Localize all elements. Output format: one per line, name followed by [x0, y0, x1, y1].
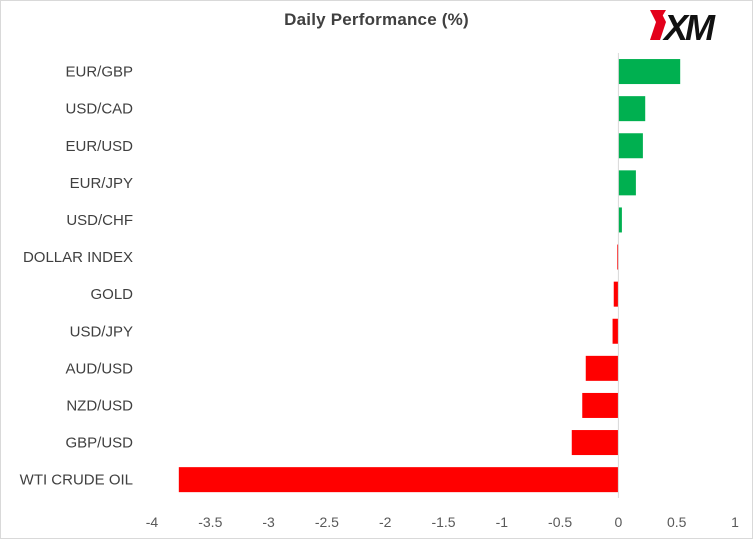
x-tick-label: -0.5 — [548, 514, 572, 530]
category-label: GBP/USD — [65, 435, 133, 452]
bar-eur-jpy — [618, 170, 636, 196]
x-tick-label: 0.5 — [667, 514, 687, 530]
x-tick-label: 0 — [615, 514, 623, 530]
category-label: GOLD — [90, 286, 133, 303]
logo-chevron — [658, 10, 666, 20]
category-label: EUR/JPY — [70, 175, 133, 192]
category-label: EUR/USD — [65, 138, 133, 155]
bar-eur-usd — [618, 133, 643, 159]
x-tick-label: -3.5 — [198, 514, 222, 530]
category-label: USD/CHF — [66, 212, 133, 229]
logo-text: XM — [662, 7, 716, 46]
x-tick-label: -2.5 — [315, 514, 339, 530]
logo-accent-mark — [650, 10, 666, 40]
x-tick-label: -1 — [496, 514, 509, 530]
category-label: NZD/USD — [66, 397, 133, 414]
bar-aud-usd — [585, 355, 619, 381]
category-label: WTI CRUDE OIL — [20, 472, 133, 489]
bar-wti-crude-oil — [178, 467, 619, 493]
bar-usd-cad — [618, 96, 646, 122]
category-label: AUD/USD — [65, 360, 133, 377]
category-label: EUR/GBP — [65, 64, 133, 81]
category-label: USD/CAD — [65, 101, 133, 118]
bar-nzd-usd — [582, 392, 619, 418]
x-tick-label: -3 — [262, 514, 275, 530]
chart-title: Daily Performance (%) — [284, 10, 469, 29]
labels-layer: EUR/GBP USD/CAD EUR/USD EUR/JPY USD/CHF DOLLA… — [20, 64, 739, 530]
xm-logo: XM — [650, 7, 719, 46]
bar-gold — [613, 281, 619, 307]
bar-usd-jpy — [612, 318, 619, 344]
category-label: USD/JPY — [70, 323, 133, 340]
x-tick-label: -4 — [146, 514, 159, 530]
bars-layer — [178, 59, 681, 493]
x-tick-label: 1 — [731, 514, 739, 530]
bar-gbp-usd — [571, 430, 619, 456]
x-tick-label: -1.5 — [431, 514, 455, 530]
category-label: DOLLAR INDEX — [23, 249, 133, 266]
bar-eur-gbp — [618, 59, 681, 85]
bar-usd-chf — [618, 207, 622, 233]
x-tick-label: -2 — [379, 514, 392, 530]
